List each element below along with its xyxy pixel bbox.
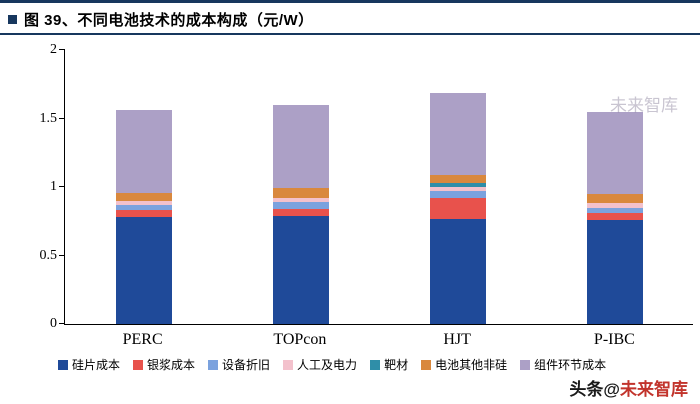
legend-item: 靶材 (370, 356, 408, 373)
x-label-hjt: HJT (443, 331, 471, 348)
legend-label: 硅片成本 (72, 358, 121, 372)
legend-item: 银浆成本 (133, 356, 195, 373)
bar-segment (586, 207, 643, 214)
legend-swatch-icon (58, 359, 68, 370)
bar-segment (429, 218, 486, 324)
title-bullet-icon (8, 15, 17, 24)
legend-swatch-icon (520, 359, 531, 370)
bar-segment (586, 219, 643, 324)
bar-segment (586, 213, 643, 220)
bar-segment (115, 210, 172, 218)
bar-segment (429, 197, 486, 219)
bar-segment (272, 188, 329, 198)
bar-segment (429, 191, 486, 198)
bar-segment (272, 202, 329, 209)
legend-label: 设备折旧 (222, 358, 271, 372)
bar-segment (272, 208, 329, 216)
y-tick-mark (59, 186, 65, 187)
figure-title: 图 39、不同电池技术的成本构成（元/W） (24, 12, 314, 29)
bar-perc (115, 50, 172, 324)
bar-segment (429, 174, 486, 183)
bar-segment (115, 192, 172, 201)
bar-segment (429, 182, 486, 188)
x-label-perc: PERC (122, 331, 163, 348)
y-tick-label: 1.5 (39, 110, 58, 126)
legend-label: 靶材 (384, 358, 409, 372)
bar-segment (272, 104, 329, 189)
watermark-prefix: 头条@ (569, 380, 620, 399)
bar-hjt (429, 50, 486, 324)
bars-group (65, 50, 693, 324)
legend-item: 硅片成本 (58, 356, 120, 373)
bar-p-ibc (586, 50, 643, 324)
legend-item: 电池其他非硅 (421, 356, 507, 373)
bar-segment (586, 203, 643, 208)
y-tick-label: 0 (50, 316, 57, 331)
legend-swatch-icon (133, 359, 144, 370)
bar-topcon (272, 50, 329, 324)
y-tick-label: 2 (50, 42, 57, 57)
y-tick-label: 0.5 (39, 247, 58, 263)
legend-label: 银浆成本 (147, 358, 196, 372)
x-label-topcon: TOPcon (273, 331, 327, 348)
legend-label: 电池其他非硅 (435, 358, 508, 372)
legend-label: 人工及电力 (297, 358, 358, 372)
watermark-brand: 未来智库 (620, 380, 688, 399)
legend-item: 组件环节成本 (520, 356, 606, 373)
y-tick-mark (59, 49, 65, 50)
plot-area: 0 0.5 1 1.5 2 (40, 43, 693, 331)
legend-swatch-icon (208, 359, 219, 370)
bar-segment (429, 187, 486, 192)
watermark-bottom-right: 头条@未来智库 (569, 375, 688, 400)
bar-segment (272, 215, 329, 324)
bar-segment (429, 92, 486, 175)
bar-segment (272, 197, 329, 203)
y-tick-label: 1 (50, 179, 57, 194)
y-tick-mark (59, 323, 65, 324)
legend-item: 人工及电力 (283, 356, 357, 373)
legend-item: 设备折旧 (208, 356, 270, 373)
bar-segment (115, 217, 172, 324)
bar-segment (115, 200, 172, 205)
legend-swatch-icon (370, 359, 381, 370)
y-tick-mark (59, 254, 65, 256)
x-label-p-ibc: P-IBC (593, 331, 635, 348)
legend-swatch-icon (421, 359, 432, 370)
bar-segment (586, 193, 643, 204)
bar-segment (586, 111, 643, 194)
legend-label: 组件环节成本 (534, 358, 607, 372)
legend-swatch-icon (283, 359, 294, 370)
x-axis-labels: PERC TOPcon HJT P-IBC (64, 331, 693, 349)
bar-segment (115, 204, 172, 211)
chart-legend: 硅片成本 银浆成本 设备折旧 人工及电力 靶材 电池其他非硅 组件环节成本 (58, 356, 606, 373)
bar-segment (115, 110, 172, 193)
y-tick-mark (59, 117, 65, 119)
figure-header: 图 39、不同电池技术的成本构成（元/W） (0, 6, 700, 35)
